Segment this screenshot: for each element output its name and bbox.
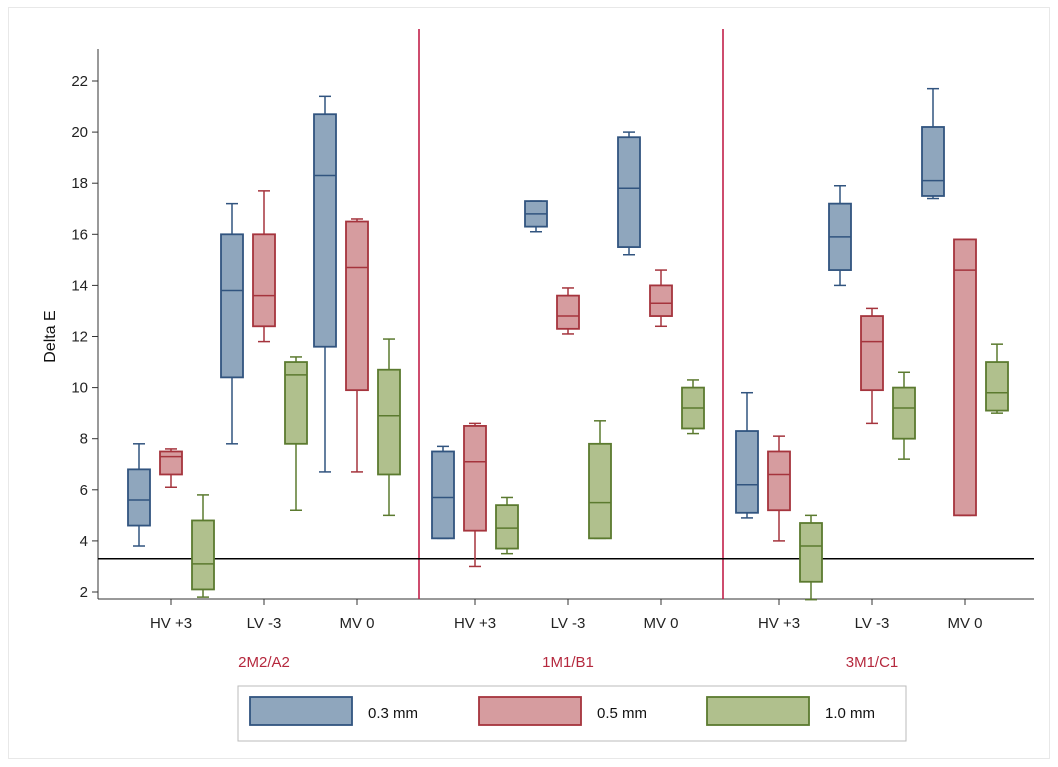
x-tick-label: HV +3	[150, 615, 192, 632]
box-3M1/C1-HV+3-0.3mm	[735, 391, 759, 519]
box-3M1/C1-HV+3-0.5mm	[767, 435, 791, 542]
chart-frame: 2 4 6 8 10 12 14 16 18 20 22 Delta E HV +3 LV -3 MV 0 2…	[8, 7, 1050, 759]
box-3M1/C1-MV0-1.0mm	[985, 343, 1009, 414]
box-rect	[617, 136, 641, 248]
box-rect	[860, 315, 884, 392]
y-tick-label: 6	[80, 482, 88, 499]
x-tick-label: MV 0	[643, 615, 678, 632]
legend-swatch	[478, 696, 582, 726]
legend: 0.3 mm 0.5 mm 1.0 mm	[237, 685, 907, 742]
box-1M1/B1-LV-3-1.0mm	[588, 420, 612, 540]
box-rect	[767, 450, 791, 512]
box-rect	[463, 425, 487, 532]
y-tick-label: 2	[80, 584, 88, 601]
box-2M2/A2-LV-3-0.3mm	[220, 202, 244, 445]
box-rect	[892, 386, 916, 440]
legend-swatch	[249, 696, 353, 726]
box-2M2/A2-HV+3-1.0mm	[191, 494, 215, 598]
y-tick-label: 20	[71, 124, 88, 141]
group-label: 3M1/C1	[846, 654, 899, 671]
y-axis-label: Delta E	[42, 310, 59, 362]
y-tick-label: 16	[71, 226, 88, 243]
box-rect	[799, 522, 823, 583]
box-rect	[735, 430, 759, 514]
group-label: 2M2/A2	[238, 654, 290, 671]
box-2M2/A2-MV0-1.0mm	[377, 338, 401, 517]
box-1M1/B1-HV+3-0.5mm	[463, 422, 487, 568]
box-rect	[191, 519, 215, 591]
x-tick-label: HV +3	[454, 615, 496, 632]
y-tick-label: 8	[80, 431, 88, 448]
box-1M1/B1-LV-3-0.3mm	[524, 200, 548, 233]
y-tick-label: 14	[71, 277, 88, 294]
y-tick-label: 12	[71, 329, 88, 346]
box-1M1/B1-LV-3-0.5mm	[556, 287, 580, 335]
box-rect	[495, 504, 519, 550]
box-rect	[953, 238, 977, 517]
box-1M1/B1-HV+3-1.0mm	[495, 496, 519, 555]
x-tick-label: MV 0	[339, 615, 374, 632]
box-rect	[985, 361, 1009, 412]
box-rect	[220, 233, 244, 379]
x-tick-label: MV 0	[947, 615, 982, 632]
box-2M2/A2-HV+3-0.5mm	[159, 448, 183, 488]
legend-label: 1.0 mm	[825, 705, 875, 722]
legend-swatch	[706, 696, 810, 726]
legend-label: 0.3 mm	[368, 705, 418, 722]
y-tick-label: 18	[71, 175, 88, 192]
x-tick-label: LV -3	[855, 615, 890, 632]
box-rect	[649, 284, 673, 317]
box-3M1/C1-LV-3-0.5mm	[860, 307, 884, 425]
box-rect	[159, 450, 183, 476]
box-2M2/A2-MV0-0.5mm	[345, 218, 369, 473]
box-rect	[431, 450, 455, 540]
x-tick-label: LV -3	[247, 615, 282, 632]
box-rect	[345, 220, 369, 392]
box-2M2/A2-LV-3-1.0mm	[284, 356, 308, 511]
box-rect	[252, 233, 276, 328]
box-rect	[377, 368, 401, 476]
y-tick-label: 10	[71, 380, 88, 397]
y-tick-label: 4	[80, 533, 88, 550]
box-rect	[556, 294, 580, 330]
box-1M1/B1-MV0-0.5mm	[649, 269, 673, 328]
box-rect	[127, 468, 151, 527]
y-tick-label: 22	[71, 73, 88, 90]
box-rect	[921, 126, 945, 197]
x-tick-label: HV +3	[758, 615, 800, 632]
box-1M1/B1-HV+3-0.3mm	[431, 445, 455, 540]
box-3M1/C1-MV0-0.3mm	[921, 87, 945, 200]
group-label: 1M1/B1	[542, 654, 594, 671]
box-1M1/B1-MV0-1.0mm	[681, 379, 705, 435]
box-rect	[284, 361, 308, 445]
box-2M2/A2-HV+3-0.3mm	[127, 443, 151, 547]
box-3M1/C1-MV0-0.5mm	[953, 238, 977, 517]
box-rect	[588, 442, 612, 540]
box-rect	[313, 113, 337, 348]
box-plot-chart: 2 4 6 8 10 12 14 16 18 20 22 Delta E HV +3 LV -3 MV 0 2…	[42, 29, 1034, 742]
legend-label: 0.5 mm	[597, 705, 647, 722]
box-1M1/B1-MV0-0.3mm	[617, 131, 641, 256]
box-3M1/C1-HV+3-1.0mm	[799, 514, 823, 601]
x-tick-label: LV -3	[551, 615, 586, 632]
box-3M1/C1-LV-3-0.3mm	[828, 185, 852, 287]
box-3M1/C1-LV-3-1.0mm	[892, 371, 916, 460]
box-2M2/A2-MV0-0.3mm	[313, 95, 337, 473]
box-2M2/A2-LV-3-0.5mm	[252, 190, 276, 343]
